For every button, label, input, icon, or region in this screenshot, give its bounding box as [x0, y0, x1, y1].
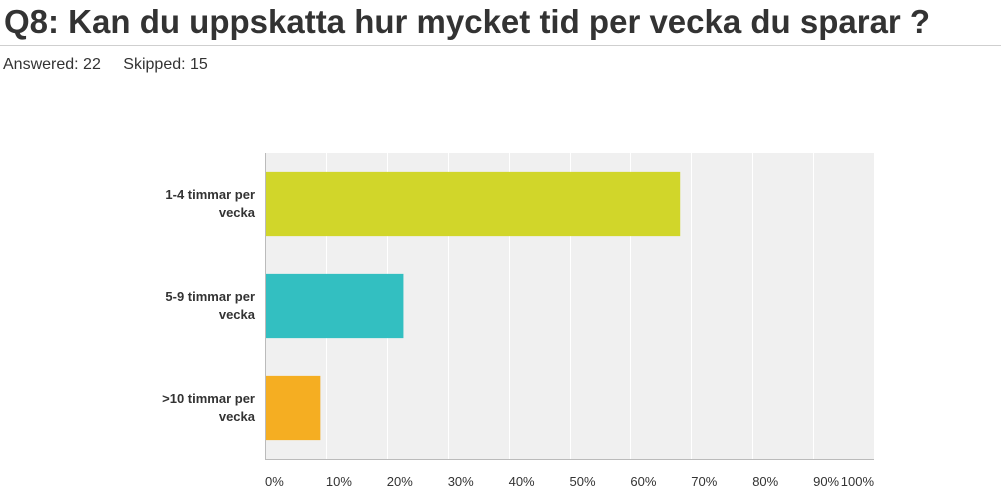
response-stats: Answered: 22 Skipped: 15 — [3, 56, 208, 74]
x-tick-label: 100% — [841, 474, 875, 489]
question-title: Q8: Kan du uppskatta hur mycket tid per … — [4, 3, 931, 40]
x-tick-label: 40% — [509, 474, 535, 489]
title-divider — [0, 45, 1001, 46]
x-tick-label: 30% — [448, 474, 474, 489]
x-tick-label: 20% — [387, 474, 413, 489]
x-tick-label: 90% — [813, 474, 839, 489]
skipped-count: Skipped: 15 — [123, 56, 208, 73]
category-label: 1-4 timmar per vecka — [165, 187, 255, 220]
x-tick-label: 70% — [691, 474, 717, 489]
bar — [266, 171, 681, 237]
x-tick-label: 80% — [752, 474, 778, 489]
bar — [266, 375, 321, 441]
x-tick-label: 50% — [570, 474, 596, 489]
bar — [266, 273, 404, 339]
category-label: >10 timmar per vecka — [162, 391, 256, 424]
x-tick-label: 10% — [326, 474, 352, 489]
x-tick-label: 0% — [265, 474, 284, 489]
x-tick-label: 60% — [630, 474, 656, 489]
answered-count: Answered: 22 — [3, 56, 101, 73]
category-label: 5-9 timmar per vecka — [165, 289, 255, 322]
